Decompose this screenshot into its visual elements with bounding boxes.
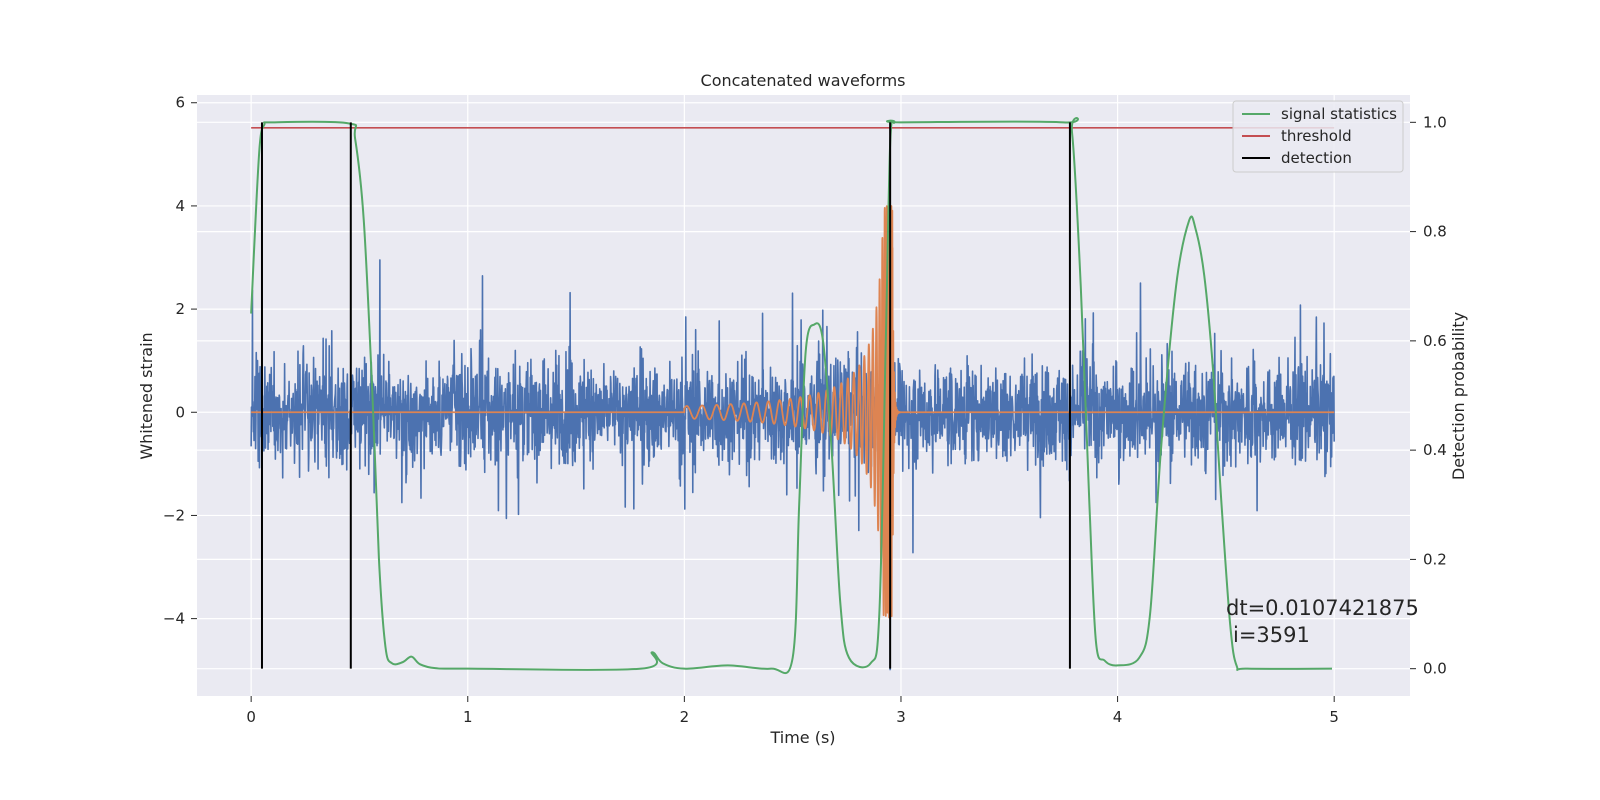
y-tick-label: 0: [175, 403, 185, 421]
annotation-dt: dt=0.0107421875: [1226, 596, 1419, 620]
y-tick-label: 6: [175, 94, 185, 112]
signal-statistics-line: [250, 117, 1333, 674]
chart-title: Concatenated waveforms: [701, 71, 906, 90]
x-tick-label: 1: [463, 708, 473, 726]
x-tick-label: 4: [1113, 708, 1123, 726]
legend-label-detection: detection: [1281, 149, 1352, 167]
series-layer: [250, 117, 1335, 674]
waveform-series-line: [251, 205, 1335, 619]
legend-label-threshold: threshold: [1281, 127, 1352, 145]
x-tick-label: 2: [680, 708, 690, 726]
left-axis-ticks: −4 −2 0 2 4 6: [163, 94, 197, 628]
y2-tick-label: 0.4: [1423, 441, 1447, 459]
legend-box: [1232, 100, 1404, 173]
y2-tick-label: 0.6: [1423, 332, 1447, 350]
legend: signal statistics threshold detection: [1232, 100, 1404, 173]
y2-tick-label: 0.2: [1423, 550, 1447, 568]
annotation-index: i=3591: [1233, 623, 1310, 647]
y2-tick-label: 0.0: [1423, 660, 1447, 678]
y-tick-label: −2: [163, 506, 185, 524]
right-axis-ticks: 0.0 0.2 0.4 0.6 0.8 1.0: [1410, 113, 1447, 678]
x-axis-label: Time (s): [769, 728, 835, 747]
legend-label-signal-statistics: signal statistics: [1281, 105, 1397, 123]
x-axis-ticks: 0 1 2 3 4 5: [246, 696, 1339, 726]
detection-lines: [260, 122, 1071, 669]
y-axis-label: Whitened strain: [137, 332, 156, 459]
y2-axis-label: Detection probability: [1449, 312, 1468, 480]
x-tick-label: 5: [1329, 708, 1339, 726]
y-tick-label: 4: [175, 197, 185, 215]
y2-tick-label: 0.8: [1423, 223, 1447, 241]
y2-tick-label: 1.0: [1423, 113, 1447, 131]
x-tick-label: 3: [896, 708, 906, 726]
y-tick-label: 2: [175, 300, 185, 318]
x-tick-label: 0: [246, 708, 256, 726]
y-tick-label: −4: [163, 610, 185, 628]
